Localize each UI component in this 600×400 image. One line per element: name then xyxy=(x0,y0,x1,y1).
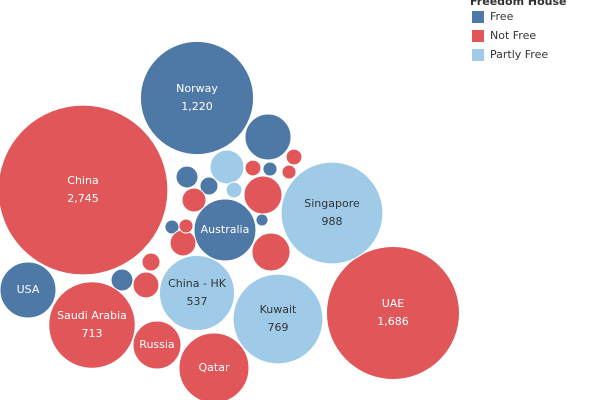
bubble xyxy=(281,164,297,180)
bubble-label: Qatar xyxy=(199,361,230,374)
value-label: 988 xyxy=(322,215,343,228)
bubble xyxy=(178,218,194,234)
bubble xyxy=(262,161,278,177)
bubble xyxy=(251,232,291,272)
bubble xyxy=(325,245,461,381)
value-label: 1,220 xyxy=(181,100,213,113)
bubble xyxy=(280,161,384,265)
value-label: 769 xyxy=(268,321,289,334)
bubble xyxy=(285,148,303,166)
value-label: 1,686 xyxy=(377,315,409,328)
bubble xyxy=(255,213,269,227)
bubble xyxy=(132,271,160,299)
legend-swatch xyxy=(472,30,484,42)
bubble xyxy=(193,198,257,262)
bubble-label: China xyxy=(67,174,98,187)
legend-title: Freedom House xyxy=(470,0,566,8)
bubble-label: Australia xyxy=(201,223,250,236)
bubble xyxy=(243,175,283,215)
bubble-label: China - HK xyxy=(168,277,227,290)
bubble xyxy=(141,252,161,272)
bubble xyxy=(0,261,57,319)
bubble-label: Norway xyxy=(176,82,218,95)
value-label: 713 xyxy=(82,327,103,340)
legend-swatch xyxy=(472,49,484,61)
legend-label: Not Free xyxy=(490,29,536,42)
legend-label: Free xyxy=(490,10,514,23)
bubble xyxy=(132,320,182,370)
bubble xyxy=(181,187,207,213)
bubble xyxy=(158,254,236,332)
bubble xyxy=(232,273,324,365)
bubble xyxy=(244,159,262,177)
bubble-label: USA xyxy=(17,283,40,296)
bubble xyxy=(48,281,136,369)
bubble-label: UAE xyxy=(382,297,405,310)
bubble-label: Saudi Arabia xyxy=(57,309,127,322)
legend-swatch xyxy=(472,11,484,23)
bubble xyxy=(209,149,245,185)
bubble xyxy=(110,268,134,292)
bubble xyxy=(175,165,199,189)
bubble xyxy=(0,104,169,276)
bubble-label: Russia xyxy=(139,338,174,351)
bubble-label: Singapore xyxy=(304,197,360,210)
legend-label: Partly Free xyxy=(490,48,548,61)
value-label: 537 xyxy=(187,295,208,308)
value-label: 2,745 xyxy=(67,192,99,205)
bubble xyxy=(139,40,255,156)
bubble xyxy=(225,181,243,199)
bubble-label: Kuwait xyxy=(260,303,297,316)
bubble xyxy=(178,332,250,400)
bubble xyxy=(199,176,219,196)
bubble xyxy=(244,113,292,161)
bubble xyxy=(169,229,197,257)
